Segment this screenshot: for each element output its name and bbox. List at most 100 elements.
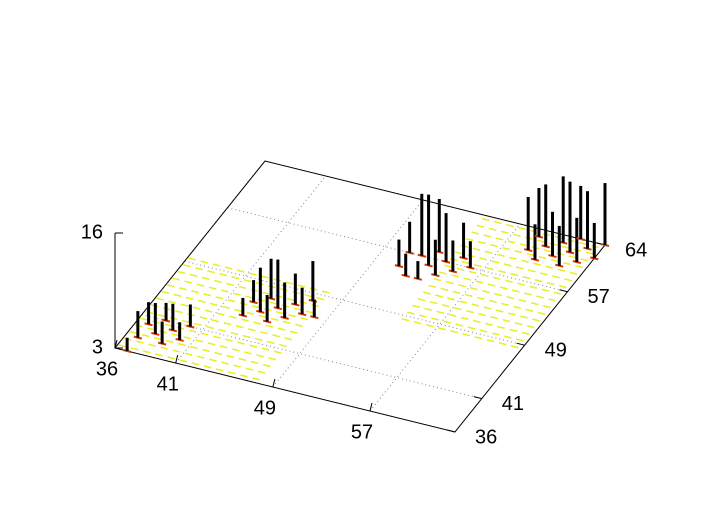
floor-dash: [486, 339, 495, 343]
floor-dash: [305, 310, 314, 314]
floor-dash: [190, 345, 198, 350]
floor-dash: [277, 327, 286, 331]
floor-dash: [233, 364, 242, 368]
floor-dash: [188, 329, 197, 333]
floor-dash: [506, 296, 515, 300]
floor-dash: [168, 300, 177, 304]
floor-dash: [273, 350, 282, 354]
floor-dash: [172, 349, 181, 353]
floor-dash: [474, 263, 482, 268]
floor-dash: [191, 290, 199, 294]
floor-dash: [470, 287, 478, 291]
floor-dash: [526, 325, 535, 329]
floor-dash: [406, 311, 415, 315]
floor-dash: [222, 305, 230, 310]
floor-dash: [507, 240, 516, 244]
x-tick: [272, 378, 276, 388]
floor-dash: [439, 271, 447, 275]
floor-dash: [196, 355, 205, 359]
floor-dash: [141, 333, 150, 338]
floor-dash: [481, 217, 490, 222]
floor-dash: [180, 303, 189, 307]
floor-dash: [525, 308, 534, 312]
floor-dash: [202, 348, 210, 353]
floor-dash: [167, 356, 175, 360]
floor-dash: [468, 270, 477, 274]
floor-dash: [517, 282, 525, 286]
floor-dash: [254, 337, 263, 342]
floor-dash: [520, 315, 528, 319]
floor-dash: [177, 342, 186, 347]
floor-dash: [544, 249, 552, 253]
floor-dash: [257, 370, 266, 374]
floor-dash: [454, 307, 462, 311]
floor-dash: [181, 319, 190, 324]
floor-dash: [444, 264, 453, 268]
floor-dash: [483, 306, 492, 310]
floor-dash: [245, 367, 254, 371]
floor-dash: [546, 281, 555, 286]
floor-dash: [491, 260, 500, 264]
floor-dash: [321, 290, 330, 294]
floor-dash: [488, 227, 497, 231]
floor-dash: [220, 289, 229, 293]
floor-dash: [448, 313, 457, 317]
floor-dash: [564, 278, 573, 282]
floor-dash: [183, 336, 192, 340]
floor-dash: [401, 318, 410, 322]
floor-dash: [251, 305, 260, 309]
floor-dash: [452, 290, 461, 294]
floor-dash: [495, 309, 504, 313]
floor-dash: [253, 321, 262, 325]
floor-dash: [286, 297, 295, 302]
floor-dash: [575, 264, 583, 269]
floor-dash: [247, 328, 256, 332]
floor-dash: [238, 285, 247, 290]
floor-dash: [534, 278, 543, 283]
floor-dash: [129, 330, 138, 335]
floor-block: [401, 217, 599, 349]
floor-dash: [462, 333, 470, 337]
floor-dash: [227, 371, 236, 375]
floor-dash: [201, 276, 210, 281]
floor-dash: [514, 249, 523, 254]
floor-dash: [521, 259, 529, 263]
floor-dash: [510, 345, 519, 349]
floor-dash: [136, 340, 144, 344]
floor-dash: [223, 322, 232, 326]
floor-dash: [265, 324, 274, 328]
floor-dash: [245, 295, 253, 299]
floor-dash: [502, 319, 511, 323]
floor-dash: [553, 291, 562, 295]
floor-dash: [166, 284, 175, 288]
floor-dash: [569, 271, 578, 275]
floor-dash: [431, 317, 439, 321]
floor-dash: [533, 262, 542, 266]
floor-dash: [261, 275, 269, 279]
floor-dash: [256, 354, 264, 358]
floor-dash: [200, 332, 209, 336]
floor-dash: [235, 325, 244, 329]
floor-dash: [197, 299, 206, 304]
floor-dash: [509, 256, 517, 260]
floor-dash: [130, 347, 139, 351]
floor-dash: [494, 220, 502, 225]
floor-dash: [443, 320, 452, 324]
floor-dash: [261, 347, 270, 351]
floor-dash: [236, 269, 245, 273]
floor-dash: [471, 231, 479, 235]
floor-dash: [455, 251, 463, 255]
floor-dash: [192, 306, 201, 310]
floor-dash: [501, 302, 509, 306]
floor-dash: [155, 353, 163, 357]
floor-dash: [203, 293, 212, 297]
floor-dash: [526, 252, 535, 257]
floor-dash: [243, 279, 252, 283]
grid-line: [175, 175, 327, 364]
floor-dash: [461, 260, 470, 265]
floor-dash: [529, 285, 538, 289]
floor-dash: [548, 298, 557, 302]
floor-dash: [561, 245, 570, 249]
floor-dash: [225, 338, 233, 342]
floor-dash: [580, 258, 589, 262]
